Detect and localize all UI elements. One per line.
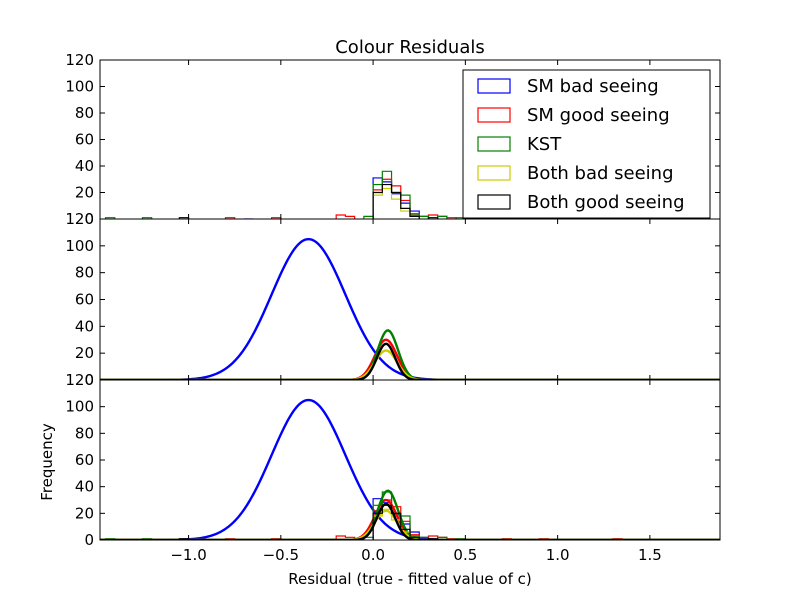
legend-swatch-4 — [477, 194, 511, 210]
legend: SM bad seeing SM good seeing KST Both bad s… — [462, 69, 711, 219]
y-tick-label-bottom-1: 20 — [75, 504, 94, 522]
y-tick-label-middle-4: 80 — [75, 264, 94, 282]
legend-label-3: Both bad seeing — [527, 163, 674, 184]
gaussian-bottom-series-4 — [100, 502, 720, 540]
legend-swatch-1 — [477, 107, 511, 123]
legend-label-0: SM bad seeing — [527, 76, 659, 97]
y-tick-label-top-3: 60 — [75, 131, 94, 149]
chart-title: Colour Residuals — [335, 37, 485, 58]
legend-swatch-3 — [477, 165, 511, 181]
y-tick-label-middle-3: 60 — [75, 291, 94, 309]
y-tick-label-top-2: 40 — [75, 157, 94, 175]
y-tick-label-top-6: 120 — [65, 51, 94, 69]
gaussian-middle-series-2 — [100, 329, 720, 380]
y-tick-label-middle-1: 20 — [75, 344, 94, 362]
gaussian-middle-series-4 — [100, 342, 720, 380]
y-tick-label-middle-6: 120 — [65, 210, 94, 228]
y-tick-label-bottom-4: 80 — [75, 424, 94, 442]
legend-swatch-0 — [477, 78, 511, 94]
x-tick-label-4: 1.0 — [546, 546, 570, 564]
y-tick-label-top-4: 80 — [75, 104, 94, 122]
legend-entries: SM bad seeing SM good seeing KST Both bad s… — [477, 76, 685, 213]
gaussian-middle-series-3 — [100, 349, 720, 380]
y-tick-label-middle-2: 40 — [75, 317, 94, 335]
legend-label-2: KST — [527, 134, 562, 155]
panels-layer: 0204060801001200204060801001200204060801… — [65, 51, 721, 564]
legend-box — [462, 69, 711, 219]
x-tick-label-1: −0.5 — [263, 546, 299, 564]
y-tick-label-middle-5: 100 — [65, 237, 94, 255]
legend-label-1: SM good seeing — [527, 105, 670, 126]
y-tick-label-middle-0: 0 — [84, 371, 94, 389]
x-axis-label: Residual (true - fitted value of c) — [288, 570, 532, 588]
y-tick-label-top-1: 20 — [75, 184, 94, 202]
y-tick-label-top-5: 100 — [65, 78, 94, 96]
panel-bottom: 0 20 40 60 80 100 120 −1.0 −0.5 0.0 0.5 1.0 1.5 — [65, 371, 721, 564]
x-tick-label-2: 0.0 — [361, 546, 385, 564]
legend-swatch-2 — [477, 136, 511, 152]
x-tick-label-5: 1.5 — [638, 546, 662, 564]
y-tick-label-bottom-5: 100 — [65, 398, 94, 416]
plot-area-bottom — [100, 398, 720, 540]
y-tick-label-bottom-3: 60 — [75, 451, 94, 469]
y-axis-label: Frequency — [38, 423, 56, 501]
x-tick-label-3: 0.5 — [453, 546, 477, 564]
y-tick-label-bottom-6: 120 — [65, 371, 94, 389]
legend-label-4: Both good seeing — [527, 192, 685, 213]
y-tick-label-top-0: 0 — [84, 210, 94, 228]
plot-area-middle — [100, 237, 720, 380]
y-tick-label-bottom-0: 0 — [84, 531, 94, 549]
y-tick-label-bottom-2: 40 — [75, 478, 94, 496]
panel-middle: 0 20 40 60 80 100 120 — [65, 210, 721, 389]
x-tick-label-0: −1.0 — [170, 546, 206, 564]
